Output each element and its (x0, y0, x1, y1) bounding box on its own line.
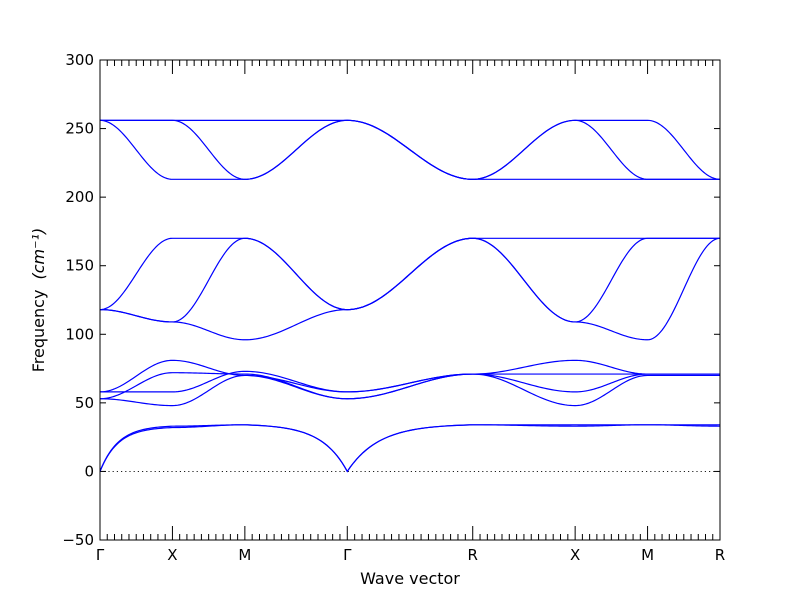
y-tick-label: −50 (62, 531, 94, 549)
y-tick-label: 100 (65, 325, 94, 343)
x-tick-label: M (238, 546, 251, 564)
y-tick-label: 300 (65, 51, 94, 69)
y-axis-unit: (cm⁻¹) (29, 228, 48, 280)
x-tick-label: R (468, 546, 478, 564)
x-tick-label: X (167, 546, 177, 564)
y-axis-title-text: Frequency (29, 290, 48, 373)
x-tick-label: M (641, 546, 654, 564)
x-axis-title: Wave vector (360, 569, 460, 588)
y-tick-label: 150 (65, 257, 94, 275)
x-tick-label: X (570, 546, 580, 564)
band-lines (99, 119, 721, 473)
band-line (100, 119, 720, 180)
band-line (100, 370, 720, 393)
y-axis-title: Frequency (cm⁻¹) (29, 228, 48, 372)
y-axis-ticks: −50 0 50 100 150 200 250 300 (62, 51, 720, 549)
band-line (99, 424, 720, 473)
y-tick-label: 250 (65, 120, 94, 138)
band-line (99, 359, 720, 400)
y-tick-label: 50 (75, 394, 94, 412)
band-line (99, 237, 720, 311)
plot-frame (99, 59, 721, 541)
x-tick-label: R (715, 546, 725, 564)
x-tick-label: Γ (343, 546, 352, 564)
y-tick-label: 0 (84, 462, 94, 480)
y-tick-label: 200 (65, 188, 94, 206)
x-tick-label: Γ (96, 546, 105, 564)
